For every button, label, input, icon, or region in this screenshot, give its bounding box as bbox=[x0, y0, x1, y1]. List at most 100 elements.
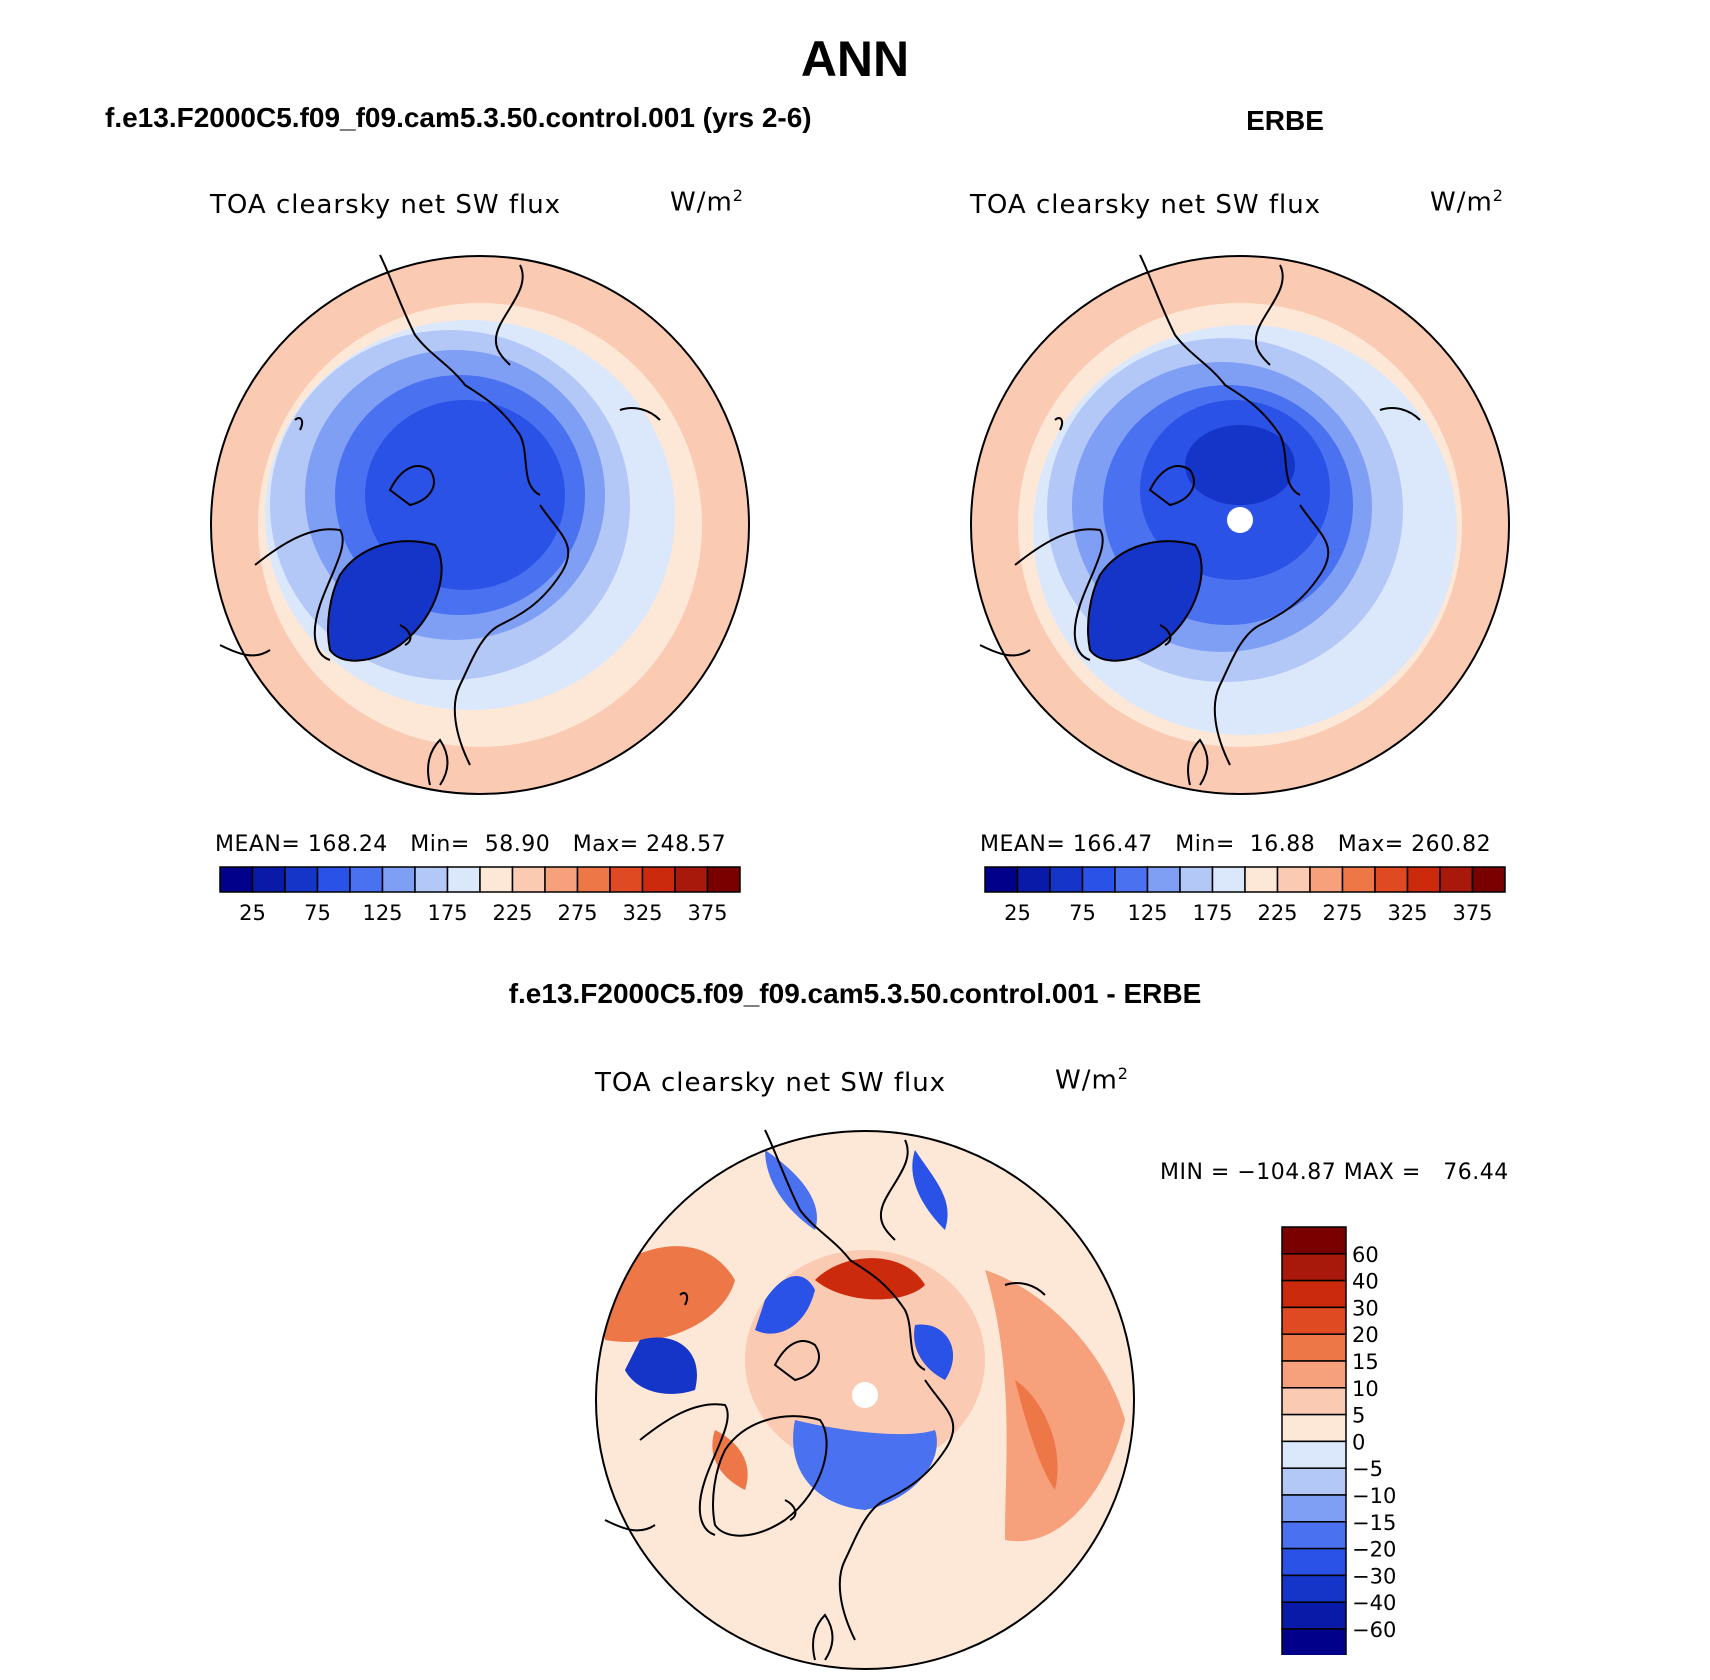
obs-polar-map bbox=[970, 254, 1510, 795]
diff-colorbar-tick-label: −20 bbox=[1352, 1538, 1396, 1562]
obs-colorbar-box bbox=[1341, 866, 1376, 893]
model-colorbar-tick-label: 225 bbox=[492, 901, 532, 925]
diff-negative-patch bbox=[912, 1150, 948, 1230]
model-colorbar-tick-label: 125 bbox=[362, 901, 402, 925]
model-variable-title: TOA clearsky net SW flux bbox=[210, 190, 562, 220]
obs-caption: ERBE bbox=[1246, 105, 1324, 136]
obs-colorbar-box bbox=[1081, 866, 1116, 893]
model-colorbar-tick-label: 25 bbox=[239, 901, 266, 925]
obs-polar-gap bbox=[1227, 507, 1253, 533]
diff-units-text: W/m bbox=[1055, 1065, 1118, 1096]
obs-colorbar-tick-label: 325 bbox=[1387, 901, 1427, 925]
obs-colorbar-box bbox=[1179, 866, 1214, 893]
diff-colorbar-box bbox=[1281, 1279, 1347, 1309]
diff-colorbar-tick-label: −5 bbox=[1352, 1457, 1383, 1481]
diff-colorbar-tick-label: 20 bbox=[1352, 1323, 1379, 1347]
model-colorbar: 25 75 125 175 225 275 325 375 bbox=[219, 866, 741, 925]
diff-variable-title: TOA clearsky net SW flux bbox=[595, 1068, 947, 1098]
obs-min-label: Min= bbox=[1175, 832, 1235, 857]
obs-colorbar-box bbox=[1276, 866, 1311, 893]
model-mean-label: MEAN= bbox=[215, 832, 301, 857]
diff-colorbar-box bbox=[1281, 1226, 1347, 1255]
model-coastlines bbox=[219, 254, 661, 786]
figure-title: ANN bbox=[800, 31, 910, 87]
model-colorbar-box bbox=[706, 866, 741, 893]
difference-caption: f.e13.F2000C5.f09_f09.cam5.3.50.control.… bbox=[508, 978, 1202, 1009]
model-units-exponent: 2 bbox=[732, 186, 744, 205]
diff-negative-patch bbox=[914, 1324, 954, 1380]
model-colorbar-box bbox=[284, 866, 319, 893]
model-stats: MEAN= 168.24 Min= 58.90 Max= 248.57 bbox=[215, 832, 726, 857]
obs-units-exponent: 2 bbox=[1492, 186, 1504, 205]
obs-colorbar-box bbox=[1049, 866, 1084, 893]
diff-colorbar-tick-label: −15 bbox=[1352, 1511, 1396, 1535]
model-max-value: 248.57 bbox=[646, 832, 727, 857]
obs-colorbar-box bbox=[1211, 866, 1246, 893]
diff-colorbar-box bbox=[1281, 1494, 1347, 1523]
model-greenland-high bbox=[328, 541, 442, 661]
model-colorbar-box bbox=[576, 866, 611, 893]
diff-positive-patch bbox=[985, 1270, 1125, 1542]
diff-colorbar-box bbox=[1281, 1387, 1347, 1416]
model-polar-map bbox=[210, 254, 750, 795]
diff-colorbar-tick-label: 60 bbox=[1352, 1243, 1379, 1267]
obs-colorbar-box bbox=[1471, 866, 1506, 893]
obs-coastlines bbox=[979, 254, 1421, 786]
diff-colorbar-box bbox=[1281, 1628, 1347, 1655]
model-min-value: 58.90 bbox=[484, 832, 551, 857]
obs-colorbar-box bbox=[1244, 866, 1279, 893]
model-colorbar-box bbox=[544, 866, 579, 893]
model-colorbar-box bbox=[479, 866, 514, 893]
obs-field-band-50 bbox=[1185, 425, 1295, 505]
obs-greenland-high bbox=[1088, 541, 1202, 661]
obs-colorbar-tick-label: 275 bbox=[1322, 901, 1362, 925]
obs-colorbar-box bbox=[984, 866, 1019, 893]
diff-colorbar-box bbox=[1281, 1360, 1347, 1389]
model-colorbar-tick-label: 375 bbox=[687, 901, 727, 925]
model-map-border bbox=[210, 255, 750, 795]
obs-colorbar-tick-label: 225 bbox=[1257, 901, 1297, 925]
diff-colorbar-box bbox=[1281, 1253, 1347, 1282]
diff-colorbar-tick-label: −60 bbox=[1352, 1618, 1396, 1642]
obs-max-label: Max= bbox=[1337, 832, 1404, 857]
model-case-caption: f.e13.F2000C5.f09_f09.cam5.3.50.control.… bbox=[105, 102, 812, 133]
diff-negative-patch bbox=[755, 1276, 815, 1334]
diff-polar-gap bbox=[852, 1382, 878, 1408]
diff-polar-map bbox=[595, 1129, 1135, 1670]
obs-mean-label: MEAN= bbox=[980, 832, 1066, 857]
model-colorbar-box bbox=[674, 866, 709, 893]
diff-colorbar-tick-label: 5 bbox=[1352, 1404, 1365, 1428]
diff-colorbar-box bbox=[1281, 1413, 1347, 1443]
diff-positive-patch bbox=[815, 1258, 925, 1300]
diff-units-exponent: 2 bbox=[1117, 1064, 1129, 1083]
model-colorbar-tick-label: 175 bbox=[427, 901, 467, 925]
model-colorbar-tick-label: 75 bbox=[304, 901, 331, 925]
obs-colorbar-tick-label: 375 bbox=[1452, 901, 1492, 925]
diff-positive-patch bbox=[1015, 1380, 1058, 1490]
obs-colorbar-tick-label: 125 bbox=[1127, 901, 1167, 925]
diff-colorbar-box bbox=[1281, 1306, 1347, 1335]
model-colorbar-tick-label: 325 bbox=[622, 901, 662, 925]
model-colorbar-box bbox=[446, 866, 481, 893]
model-colorbar-box bbox=[609, 866, 644, 893]
obs-units-text: W/m bbox=[1430, 187, 1493, 218]
diff-colorbar-tick-label: 0 bbox=[1352, 1430, 1365, 1454]
model-units-text: W/m bbox=[670, 187, 733, 218]
diff-positive-patch bbox=[712, 1430, 748, 1490]
model-mean-value: 168.24 bbox=[307, 832, 388, 857]
obs-colorbar-tick-label: 75 bbox=[1069, 901, 1096, 925]
diff-colorbar-tick-label: 40 bbox=[1352, 1270, 1379, 1294]
diff-stats: MIN = −104.87 MAX = 76.44 bbox=[1160, 1160, 1509, 1185]
obs-max-value: 260.82 bbox=[1411, 832, 1492, 857]
diff-colorbar-box bbox=[1281, 1574, 1347, 1603]
diff-colorbar-tick-label: 15 bbox=[1352, 1350, 1379, 1374]
diff-colorbar-box bbox=[1281, 1333, 1347, 1362]
obs-colorbar-box bbox=[1114, 866, 1149, 893]
obs-colorbar-box bbox=[1374, 866, 1409, 893]
model-colorbar-box bbox=[381, 866, 416, 893]
diff-colorbar-tick-label: −30 bbox=[1352, 1564, 1396, 1588]
diff-colorbar-tick-label: 30 bbox=[1352, 1296, 1379, 1320]
model-colorbar-box bbox=[414, 866, 449, 893]
diff-units: W/m2 bbox=[1055, 1064, 1129, 1096]
